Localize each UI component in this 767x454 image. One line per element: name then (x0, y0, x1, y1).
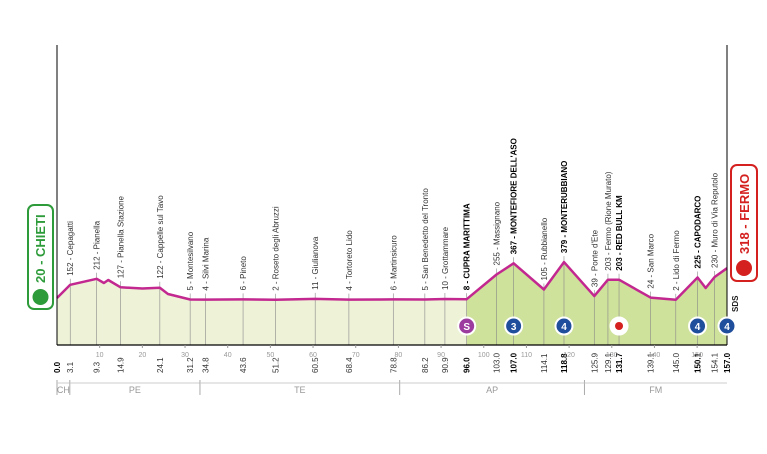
profile-line (56, 260, 728, 302)
marker (554, 316, 574, 336)
x-tick-label: 90 (437, 352, 445, 359)
waypoint-label: 105 - Rubbianello (540, 217, 549, 280)
x-tick-label: 110 (521, 352, 532, 359)
waypoint-label: 203 - RED BULL KM (615, 195, 624, 271)
waypoint-label: 39 - Ponte d'Ete (590, 229, 599, 287)
region-label: CH (57, 385, 70, 395)
marker (717, 316, 737, 336)
marker-logo (615, 322, 624, 330)
km-label: 24.1 (156, 357, 165, 373)
waypoint-label: 230 - Muro di Via Reputolo (711, 172, 720, 268)
region-label: TE (294, 385, 306, 395)
finish-icon (736, 260, 752, 276)
km-label: 3.1 (66, 361, 75, 373)
km-label: 9.3 (93, 361, 102, 373)
start-icon (32, 289, 49, 305)
finish-label: 318 - FERMO (737, 174, 752, 254)
km-label: 34.8 (202, 357, 211, 373)
marker (688, 316, 708, 336)
km-label: 96.0 (463, 357, 472, 373)
plot: 0.0 152 - Cepagatti 3.1 212 - Pianella 9.3 12… (53, 45, 740, 395)
km-label: 154.1 (711, 352, 720, 373)
km-label: 139.1 (647, 352, 656, 373)
start-label: 20 - CHIETI (33, 214, 48, 283)
waypoint-label: 212 - Pianella (93, 220, 102, 269)
waypoint-label: 24 - San Marco (647, 233, 656, 288)
waypoint-label: 10 - Grottammare (441, 226, 450, 290)
km-label: 68.4 (345, 357, 354, 373)
km-label: 31.2 (186, 357, 195, 373)
marker-label: S (463, 322, 470, 333)
x-tick-label: 80 (395, 352, 403, 359)
start-banner (27, 204, 54, 310)
km-label: 157.0 (723, 352, 732, 373)
waypoint-label: 379 - MONTERUBBIANO (560, 161, 569, 253)
x-tick-label: 10 (96, 352, 104, 359)
marker-label: 3 (511, 322, 517, 333)
waypoint-label: 4 - Tortoreto Lido (345, 230, 354, 291)
marker (457, 316, 477, 336)
km-label: 129.1 (604, 352, 613, 373)
x-tick-label: 150 (691, 352, 703, 359)
x-tick-label: 120 (563, 352, 575, 359)
x-tick-label: 60 (309, 352, 317, 359)
region-label: PE (129, 385, 141, 395)
waypoint-label: 2 - Roseto degli Abruzzi (271, 206, 280, 291)
km-label: 114.1 (540, 353, 549, 373)
waypoint-label: 255 - Massignano (493, 201, 502, 265)
km-label: 51.2 (271, 357, 280, 373)
km-label: 78.8 (389, 357, 398, 373)
region-label: FM (649, 385, 662, 395)
sds-label: SDS (731, 295, 740, 312)
km-label: 86.2 (421, 357, 430, 373)
waypoint-label: 367 - MONTEFIORE DELL'ASO (510, 138, 519, 254)
x-tick-label: 40 (224, 352, 232, 359)
climb-area (466, 262, 727, 345)
km-label: 107.0 (510, 352, 519, 373)
marker-label: 4 (695, 322, 701, 333)
marker (504, 316, 524, 336)
km-label: 118.8 (560, 353, 569, 373)
km-label: 60.5 (311, 357, 320, 373)
km-label: 150.1 (694, 352, 703, 373)
waypoint-label: 225 - CAPODARCO (694, 196, 703, 269)
marker-label: 4 (561, 322, 567, 333)
km-label: 145.0 (672, 352, 681, 373)
km-label: 90.9 (441, 357, 450, 373)
region-label: AP (486, 385, 498, 395)
km-label: 125.9 (590, 352, 599, 373)
waypoint-label: 4 - Silvi Marina (202, 237, 211, 290)
waypoint-label: 5 - San Benedetto del Tronto (421, 188, 430, 291)
waypoint-label: 152 - Cepagatti (66, 221, 75, 276)
x-tick-label: 100 (478, 352, 490, 359)
waypoint-label: 6 - Pineto (239, 256, 248, 291)
km-label: 131.7 (615, 352, 624, 373)
marker-label: 4 (724, 322, 730, 333)
waypoint-label: 122 - Cappelle sul Tavo (156, 195, 165, 279)
waypoint-label: 8 - CUPRA MARITTIMA (463, 203, 472, 290)
finish-banner (730, 164, 758, 282)
x-tick-label: 70 (352, 352, 360, 359)
x-tick-label: 20 (138, 352, 146, 359)
waypoint-label: 11 - Giulianova (311, 236, 320, 290)
x-tick-label: 130 (606, 352, 618, 359)
x-tick-label: 50 (266, 352, 274, 359)
waypoint-label: 2 - Lido di Fermo (672, 230, 681, 291)
waypoint-label: 127 - Pianella Stazione (117, 195, 126, 278)
waypoint-label: 203 - Fermo (Rione Murato) (604, 171, 613, 270)
km-label: 0.0 (53, 361, 62, 373)
km-label: 14.9 (117, 357, 126, 373)
x-tick-label: 140 (649, 352, 661, 359)
x-tick-label: 30 (181, 352, 189, 359)
km-label: 103.0 (493, 352, 502, 373)
waypoint-label: 5 - Montesilvano (186, 231, 195, 290)
km-label: 43.6 (239, 357, 248, 373)
waypoint-label: 6 - Martinsicuro (389, 235, 398, 291)
